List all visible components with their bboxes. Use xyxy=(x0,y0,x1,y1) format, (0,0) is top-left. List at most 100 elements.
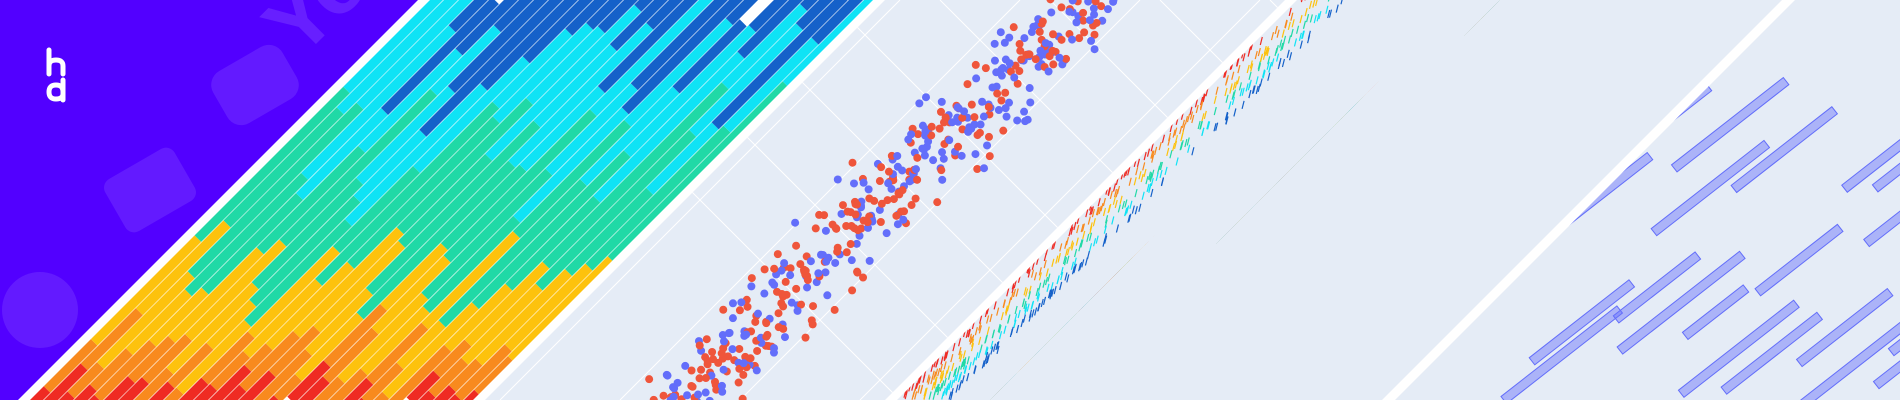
strip-tick xyxy=(1151,154,1155,163)
stripe-segment xyxy=(811,0,873,45)
strip-tick xyxy=(1288,7,1292,16)
strip-tick xyxy=(986,326,990,335)
scatter-dot xyxy=(937,97,946,106)
scatter-dot xyxy=(753,309,762,318)
scatter-dot xyxy=(779,324,788,333)
strip-tick xyxy=(1014,305,1018,315)
strip-tick xyxy=(1225,112,1229,121)
strip-tick xyxy=(978,325,982,334)
strip-tick xyxy=(1201,127,1205,136)
scatter-dot xyxy=(791,218,800,227)
scatter-dot xyxy=(1010,73,1019,82)
strip-tick xyxy=(1161,134,1166,143)
scatter-dot xyxy=(877,199,886,208)
strip-tick xyxy=(1201,113,1205,122)
strip-tick xyxy=(1200,96,1204,106)
scatter-dot xyxy=(1000,38,1009,47)
strip-tick xyxy=(1073,263,1077,272)
scatter-dot xyxy=(852,200,861,209)
scatter-dot xyxy=(793,306,802,315)
scatter-dot xyxy=(1072,18,1081,27)
scatter-dot xyxy=(1015,67,1024,76)
strip-tick xyxy=(1140,173,1144,183)
strip-tick xyxy=(1206,121,1210,130)
strip-tick xyxy=(1097,198,1101,207)
scatter-dot xyxy=(889,195,898,204)
strip-tick xyxy=(1146,148,1151,157)
scatter-dot xyxy=(1025,50,1034,59)
strip-tick xyxy=(948,380,952,389)
strip-tick xyxy=(1102,207,1107,217)
stripe-segment xyxy=(607,81,790,264)
stripe-segment xyxy=(565,0,706,36)
scatter-dot xyxy=(1034,62,1043,71)
scatter-dot xyxy=(993,89,1002,98)
strip-tick xyxy=(940,356,944,365)
scatter-dot xyxy=(1068,0,1077,5)
stripe-segment xyxy=(422,215,521,314)
strip-tick xyxy=(1268,61,1273,71)
scatter-dot xyxy=(822,257,831,266)
strip-tick xyxy=(1245,83,1249,92)
strip-tick xyxy=(1030,269,1035,278)
stripe-segment xyxy=(371,255,451,335)
strip-tick xyxy=(1242,53,1246,62)
stripe-segment xyxy=(337,292,429,384)
scatter-dot xyxy=(1079,8,1088,17)
strip-tick xyxy=(969,336,973,345)
strip-tick xyxy=(1290,12,1294,21)
scatter-dot xyxy=(905,177,914,186)
scatter-dot xyxy=(1097,2,1106,11)
scatter-dot xyxy=(938,148,947,157)
scatter-dot xyxy=(985,152,994,161)
scatter-dot xyxy=(913,175,922,184)
scatter-dot xyxy=(747,282,756,291)
strip-tick xyxy=(1182,123,1186,132)
range-bar xyxy=(1720,311,1824,395)
strip-tick xyxy=(1037,293,1041,302)
strip-tick xyxy=(1215,122,1219,131)
strip-tick xyxy=(1298,32,1302,41)
scatter-dot xyxy=(865,256,874,265)
stripe-segment xyxy=(89,348,133,392)
strip-tick xyxy=(1049,289,1053,298)
strip-tick xyxy=(965,329,969,339)
strip-tick xyxy=(1079,261,1083,271)
strip-tick xyxy=(1038,272,1042,281)
strip-tick xyxy=(924,387,928,396)
strip-tick xyxy=(1078,263,1082,272)
strip-tick xyxy=(1010,291,1014,301)
scatter-dot xyxy=(971,60,980,69)
strip-tick xyxy=(997,323,1001,333)
scatter-dot xyxy=(967,100,976,109)
strip-tick xyxy=(1225,94,1229,103)
strip-tick xyxy=(1065,237,1070,246)
strip-tick xyxy=(1327,0,1331,2)
strip-tick xyxy=(1250,63,1254,72)
scatter-dot xyxy=(875,205,884,214)
strip-tick xyxy=(939,374,943,384)
strip-tick xyxy=(1081,259,1085,268)
scatter-dot xyxy=(883,196,892,205)
strip-tick xyxy=(1046,283,1050,292)
stripe-segment xyxy=(201,331,255,385)
strip-tick xyxy=(1149,172,1153,181)
histogram-step xyxy=(1216,99,1361,245)
strip-tick xyxy=(990,346,994,355)
strip-tick xyxy=(958,347,962,356)
stripe-segment xyxy=(43,338,98,393)
strip-tick xyxy=(943,377,947,387)
strip-tick xyxy=(1301,30,1305,39)
stripe-segment xyxy=(421,385,456,400)
strip-tick xyxy=(1241,100,1245,110)
strip-tick xyxy=(1158,161,1162,171)
stripe-segment xyxy=(585,125,731,271)
scatter-dot xyxy=(958,113,967,122)
scatter-dot xyxy=(701,374,710,383)
strip-tick xyxy=(958,338,962,347)
strip-tick xyxy=(1145,175,1149,185)
strip-tick xyxy=(937,367,941,377)
stripe-segment xyxy=(419,0,583,137)
strip-tick xyxy=(1066,246,1071,256)
range-bar xyxy=(1871,130,1900,193)
